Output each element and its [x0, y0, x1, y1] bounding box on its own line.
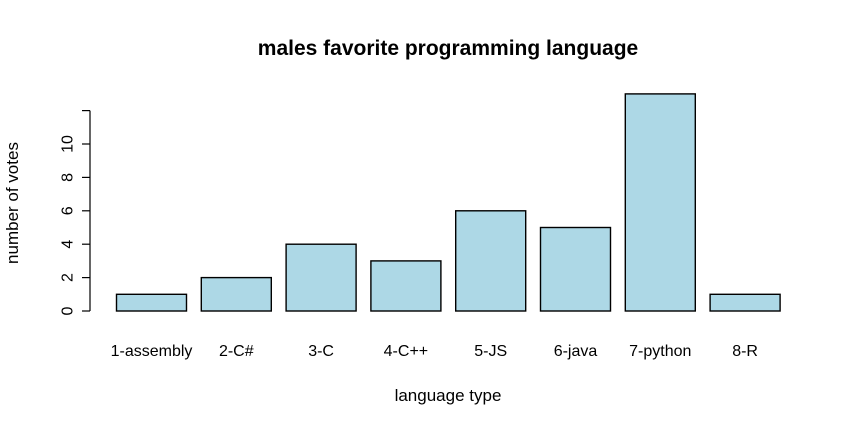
category-label: 7-python	[629, 343, 691, 360]
category-label: 2-C#	[219, 343, 254, 360]
category-label: 6-java	[554, 343, 598, 360]
bar-7-python	[624, 93, 696, 312]
y-tick-label: 4	[60, 240, 77, 249]
bar-6-java	[539, 226, 612, 312]
category-label: 1-assembly	[111, 343, 193, 360]
x-axis-label: language type	[395, 386, 502, 405]
bar-8-R	[709, 293, 781, 312]
bar-2-C#	[200, 276, 273, 312]
category-label: 4-C++	[384, 343, 428, 360]
bars	[115, 93, 781, 312]
y-tick-label: 6	[60, 206, 77, 215]
category-label: 8-R	[732, 343, 758, 360]
category-labels: 1-assembly 2-C# 3-C 4-C++ 5-JS 6-java 7-python…	[111, 343, 758, 360]
bar-5-JS	[455, 210, 527, 312]
y-tick-label: 2	[60, 273, 77, 282]
y-tick-label: 10	[60, 135, 77, 153]
y-axis-label: number of votes	[3, 142, 22, 264]
bar-4-C++	[370, 260, 442, 312]
category-label: 5-JS	[474, 343, 507, 360]
chart-title: males favorite programming language	[258, 37, 638, 60]
category-label: 3-C	[308, 343, 334, 360]
bar-3-C	[285, 243, 357, 312]
y-tick-label: 0	[60, 306, 77, 315]
y-ticks: 0 2 4 6 8 10	[60, 109, 90, 315]
y-tick-label: 8	[60, 173, 77, 182]
bar-1-assembly	[115, 293, 188, 312]
